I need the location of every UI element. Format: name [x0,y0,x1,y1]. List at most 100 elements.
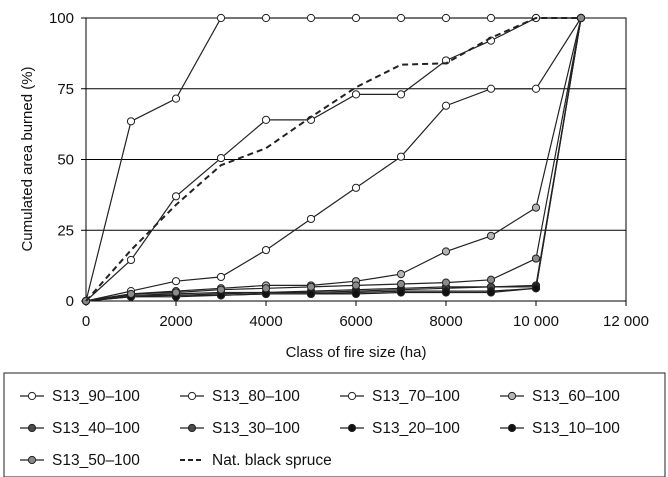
data-point [351,183,361,192]
legend-box [3,372,666,477]
data-point [216,13,226,23]
legend-item: S13_60–100 [500,388,620,405]
y-tick-label: 25 [57,222,74,239]
legend-item: S13_70–100 [340,388,460,405]
legend-swatch-marker [27,455,37,465]
data-point [216,153,226,163]
y-tick-label: 0 [66,293,74,310]
legend-item: S13_10–100 [500,420,620,437]
axes [81,17,627,306]
series-line [85,17,582,302]
data-point [531,284,541,293]
data-point [441,278,451,287]
data-point [261,284,271,293]
data-point [351,13,361,23]
x-axis-title: Class of fire size (ha) [286,344,427,361]
data-point [531,203,541,212]
x-tick-label: 8000 [429,313,462,330]
data-point [486,288,496,297]
data-point [126,255,136,265]
data-point [441,288,451,297]
series-line [85,17,581,302]
series-nat-black-spruce [85,17,581,302]
data-point [531,254,541,263]
x-tick-label: 2000 [159,313,192,330]
legend-item: S13_40–100 [20,420,140,437]
data-point [486,84,496,93]
x-tick-label: 0 [82,313,90,330]
x-tick-label: 10 000 [513,313,559,330]
data-point [171,94,181,103]
legend-swatch-marker [347,423,357,433]
series-s13-50-100 [81,13,586,306]
legend: S13_90–100 S13_80–100 S13_70–100 S13_60–100… [3,372,666,477]
legend-item: S13_30–100 [180,420,300,437]
legend-swatch-marker [507,391,517,401]
legend-swatch-marker [187,391,197,401]
data-point [306,214,316,224]
data-point [396,90,406,99]
data-point [171,192,181,201]
data-point [216,285,226,294]
data-point [396,270,406,279]
legend-swatch-marker [27,423,37,433]
tick-labels: 0 25 50 75 100 0 2000 4000 6000 8000 10 000 12 000 [49,10,649,330]
data-point [306,13,316,23]
x-tick-label: 6000 [339,313,372,330]
data-point [126,117,136,126]
data-point [441,101,451,110]
data-point [486,231,496,241]
legend-label: S13_60–100 [532,388,620,405]
series-line [85,17,582,302]
series-line [85,17,582,302]
data-point [486,275,496,284]
y-axis-title: Cumulated area burned (%) [19,66,36,251]
legend-label: Nat. black spruce [212,452,332,469]
series-s13-90-100 [81,13,586,306]
series-line [85,17,581,302]
legend-label: S13_70–100 [372,388,460,405]
data-point [261,115,271,124]
legend-label: S13_80–100 [212,388,300,405]
legend-swatch-marker [187,423,197,433]
data-point [351,281,361,290]
data-point [441,13,451,23]
legend-item: S13_50–100 [20,452,140,469]
data-point [531,84,541,93]
data-point [396,152,406,161]
series-line [85,17,581,302]
series-s13-10-100 [81,13,586,306]
legend-label: S13_50–100 [52,452,140,469]
data-point [351,289,361,299]
y-tick-label: 100 [49,10,74,27]
series-lines [81,13,586,306]
data-point [396,279,406,289]
legend-item: S13_90–100 [20,388,140,405]
data-point [441,247,451,256]
legend-item: S13_80–100 [180,388,300,405]
data-point [216,272,226,282]
data-point [576,13,586,23]
legend-item: Nat. black spruce [180,452,332,469]
legend-label: S13_10–100 [532,420,620,437]
y-tick-label: 75 [57,81,74,98]
series-line [85,17,582,302]
data-point [396,13,406,23]
x-tick-label: 12 000 [603,313,649,330]
data-point [351,90,361,99]
legend-label: S13_20–100 [372,420,460,437]
data-point [306,289,316,299]
data-point [306,282,316,291]
legend-swatch-marker [27,391,37,401]
legend-label: S13_30–100 [212,420,300,437]
data-point [171,288,181,297]
data-point [261,13,271,23]
data-point [171,277,181,286]
legend-swatch-marker [507,423,517,433]
legend-label: S13_40–100 [52,420,140,437]
legend-swatch-marker [347,391,357,401]
data-point [396,288,406,297]
data-point [126,289,136,299]
legend-item: S13_20–100 [340,420,460,437]
